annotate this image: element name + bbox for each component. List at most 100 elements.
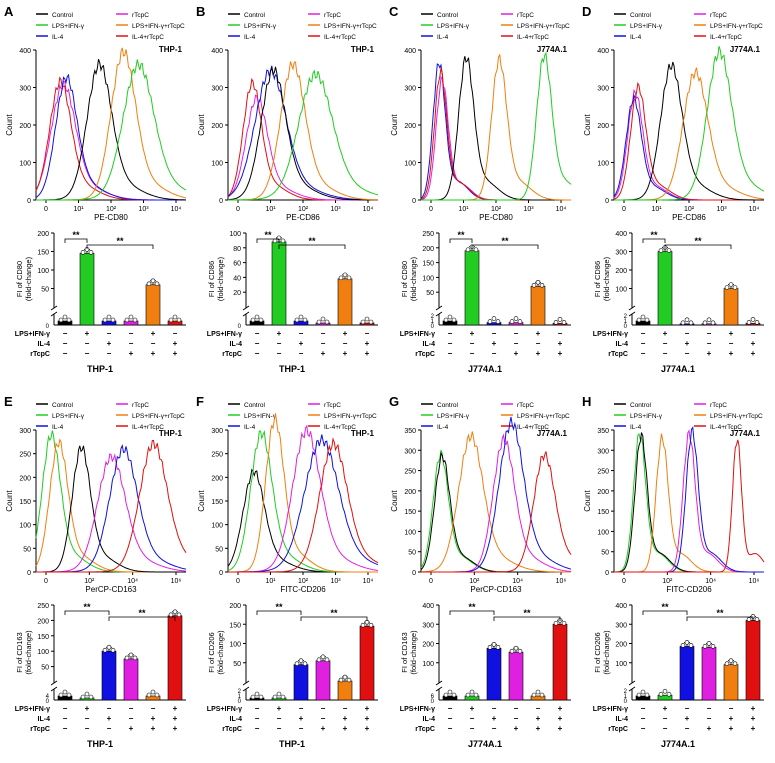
replicate-point xyxy=(724,661,730,666)
histogram-panel-H: H Control rTcpC LPS+IFN-γ LPS+IFN-γ+rTcpC IL-… xyxy=(582,394,765,594)
y-axis-label: Count xyxy=(390,114,399,136)
y-axis-label: (fold-change) xyxy=(24,256,33,301)
replicate-point xyxy=(710,644,716,649)
y-tick-label: 0 xyxy=(219,570,223,577)
treatment-symbol: − xyxy=(492,329,497,338)
bar xyxy=(249,697,265,701)
treatment-symbol: − xyxy=(255,349,260,358)
treatment-symbol: − xyxy=(107,704,112,713)
treatment-symbol: − xyxy=(751,329,756,338)
significance-bracket xyxy=(64,238,88,243)
x-tick-label: 10⁴ xyxy=(512,578,523,585)
y-axis-label: Count xyxy=(390,490,399,512)
replicate-point xyxy=(150,278,156,284)
panel-label: E xyxy=(4,394,13,409)
bar xyxy=(359,625,375,701)
y-tick-label: 100 xyxy=(211,161,223,168)
bar xyxy=(486,648,502,701)
treatment-symbol: − xyxy=(299,349,304,358)
treatment-label: LPS+IFN-γ xyxy=(15,706,50,713)
x-tick-label: 10⁴ xyxy=(171,206,182,213)
y-axis-label: (fold-change) xyxy=(602,630,611,675)
significance-bracket xyxy=(493,616,561,621)
y-tick-label: 100 xyxy=(229,231,241,238)
replicate-point xyxy=(636,692,642,698)
replicate-point xyxy=(66,692,72,698)
y-tick-label: 150 xyxy=(211,499,223,506)
treatment-symbol: + xyxy=(365,349,370,358)
significance-label: ** xyxy=(457,230,465,240)
replicate-point xyxy=(106,644,112,650)
legend-entry: rTcpC xyxy=(517,12,534,19)
legend-entry: IL-4 xyxy=(52,424,64,431)
replicate-point xyxy=(451,692,457,698)
replicate-point xyxy=(62,689,68,695)
replicate-point xyxy=(706,641,712,646)
cell-line-caption: THP-1 xyxy=(87,364,113,374)
replicate-point xyxy=(680,320,686,326)
replicate-point xyxy=(658,691,664,697)
y-tick-label: 0 xyxy=(624,324,628,330)
cell-label: J774A.1 xyxy=(730,45,761,54)
treatment-symbol: + xyxy=(151,329,156,338)
replicate-point xyxy=(680,643,686,648)
legend: Control rTcpC LPS+IFN-γ LPS+IFN-γ+rTcpC IL-4… xyxy=(421,402,570,431)
y-axis-label: FI of CD80 xyxy=(15,261,24,297)
bar xyxy=(635,320,651,326)
y-tick-label: 150 xyxy=(404,509,416,516)
cell-line-caption: J774A.1 xyxy=(661,364,695,374)
axis-break xyxy=(242,680,250,686)
replicate-point xyxy=(688,643,694,648)
treatment-symbol: + xyxy=(729,349,734,358)
histogram-panel-E: E Control rTcpC LPS+IFN-γ LPS+IFN-γ+rTcpC IL-… xyxy=(4,394,187,594)
treatment-symbol: − xyxy=(492,724,497,733)
histogram-curve xyxy=(228,434,379,573)
treatment-symbol: + xyxy=(536,329,541,338)
y-tick-label: 400 xyxy=(615,603,627,610)
significance-bracket xyxy=(642,238,666,243)
significance-label: ** xyxy=(661,602,669,612)
treatment-symbol: − xyxy=(277,349,282,358)
y-tick-label: 100 xyxy=(615,287,627,294)
treatment-symbol: + xyxy=(751,349,756,358)
panel-label: A xyxy=(4,4,14,19)
y-tick-label: 60 xyxy=(233,261,241,268)
replicate-point xyxy=(258,317,264,323)
replicate-point xyxy=(724,285,730,290)
bar xyxy=(101,320,117,326)
treatment-symbol: − xyxy=(514,329,519,338)
treatment-symbol: − xyxy=(448,724,453,733)
significance-label: ** xyxy=(275,602,283,612)
replicate-point xyxy=(80,250,86,255)
bar xyxy=(486,322,502,326)
histogram-curve xyxy=(421,51,572,201)
bar-panel-B: 20 40 60 80 100 0 FI of CD86 (fold-change) ** ** L… xyxy=(207,230,378,374)
legend-entry: LPS+IFN-γ xyxy=(244,23,277,30)
histogram-curve xyxy=(35,430,186,573)
y-tick-label: 0 xyxy=(431,324,435,330)
replicate-point xyxy=(469,689,475,695)
histogram-curve xyxy=(228,413,378,573)
y-tick-label: 0 xyxy=(412,570,416,577)
histogram-curve xyxy=(227,65,378,201)
treatment-symbol: + xyxy=(558,704,563,713)
treatment-symbol: + xyxy=(558,349,563,358)
x-tick-label: 10² xyxy=(491,206,502,213)
replicate-point xyxy=(316,657,322,663)
bar xyxy=(293,320,309,326)
y-tick-label: 6 xyxy=(431,694,435,700)
legend-entry: rTcpC xyxy=(324,402,341,409)
replicate-point xyxy=(443,317,449,323)
x-tick-label: 10⁶ xyxy=(556,578,567,585)
replicate-point xyxy=(280,238,286,244)
legend-entry: LPS+IFN-γ xyxy=(437,413,470,420)
treatment-symbol: − xyxy=(663,349,668,358)
panel-label: D xyxy=(582,4,591,19)
x-tick-label: 0 xyxy=(429,206,433,213)
x-axis-label: PE-CD86 xyxy=(672,213,706,222)
y-tick-label: 100 xyxy=(19,161,31,168)
treatment-label: LPS+IFN-γ xyxy=(15,331,50,338)
treatment-symbol: − xyxy=(663,714,668,723)
treatment-symbol: + xyxy=(85,704,90,713)
